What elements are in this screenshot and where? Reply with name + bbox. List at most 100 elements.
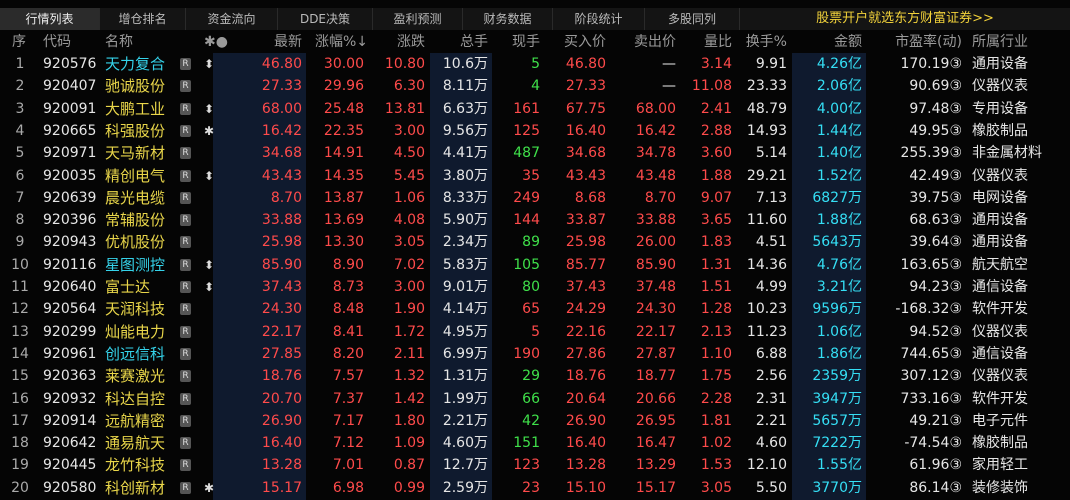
column-header[interactable]: 买入价 <box>564 34 606 50</box>
status-icon: ⬍ <box>204 280 215 294</box>
cell: 优机股份 <box>105 233 166 252</box>
cell: 2359万 <box>812 368 862 385</box>
cell: 22.16 <box>565 323 606 340</box>
tab[interactable]: DDE决策 <box>278 8 373 30</box>
r-badge: R <box>180 392 191 405</box>
cell: 39.64③ <box>909 234 962 251</box>
column-header[interactable]: 现手 <box>512 34 540 50</box>
cell: 14.93 <box>746 122 787 139</box>
cell: 1.99万 <box>442 390 488 407</box>
cell: 5643万 <box>812 234 862 251</box>
cell: 920943 <box>43 234 97 251</box>
column-header[interactable]: 量比 <box>704 34 732 50</box>
column-header[interactable]: 所属行业 <box>972 34 1028 50</box>
cell: 16.42 <box>261 122 302 139</box>
cell: 9.07 <box>700 189 732 206</box>
column-header[interactable]: 名称 <box>105 34 133 50</box>
status-icon: ✱ <box>204 123 215 138</box>
cell: 14.35 <box>323 167 364 184</box>
cell: 大鹏工业 <box>105 99 166 118</box>
cell: 3.80万 <box>442 167 488 184</box>
cell: 4.41万 <box>442 145 488 162</box>
cell: 68.00 <box>635 100 676 117</box>
cell: 10.80 <box>384 56 425 72</box>
cell: 920116 <box>43 256 97 273</box>
cell: 家用轻工 <box>972 457 1028 474</box>
cell: 16.40 <box>565 122 606 139</box>
cell: 27.33 <box>565 78 606 95</box>
column-header[interactable]: 总手 <box>460 34 488 50</box>
column-header[interactable]: 序 <box>12 34 26 50</box>
cell: 22.17 <box>635 323 676 340</box>
cell: 920445 <box>43 457 97 474</box>
tab[interactable]: 财务数据 <box>463 8 553 30</box>
cell: 科达自控 <box>105 389 166 408</box>
column-header[interactable]: 最新 <box>274 34 302 50</box>
cell: 26.00 <box>635 234 676 251</box>
cell: 7.12 <box>332 435 364 452</box>
cell: 4.95万 <box>442 323 488 340</box>
column-header[interactable]: 换手% <box>745 34 787 50</box>
r-badge: R <box>180 281 191 293</box>
column-header[interactable]: 涨幅%↓ <box>314 34 368 50</box>
cell: 43.43 <box>565 167 606 184</box>
column-header[interactable]: 卖出价 <box>634 34 676 50</box>
cell: 43.43 <box>261 167 302 184</box>
tab[interactable]: 资金流向 <box>186 8 278 30</box>
cell: 3.05 <box>393 234 425 251</box>
cell: 6.99万 <box>442 345 488 362</box>
cell: 920396 <box>43 212 97 229</box>
cell: 2.11 <box>393 345 425 362</box>
cell: 85.77 <box>565 256 606 273</box>
cell: 2.59万 <box>442 479 488 496</box>
tab[interactable]: 增仓排名 <box>100 8 186 30</box>
cell: 13.69 <box>323 212 364 229</box>
cell: 6.63万 <box>442 100 488 117</box>
tab[interactable]: 行情列表 <box>0 8 100 30</box>
cell: 14.36 <box>746 256 787 273</box>
column-header[interactable]: ✱● <box>204 34 228 50</box>
cell: 11 <box>11 279 29 295</box>
cell: 装修装饰 <box>972 479 1028 496</box>
cell: 15.10 <box>565 479 606 496</box>
cell: 橡胶制品 <box>972 122 1028 139</box>
column-header[interactable]: 金额 <box>834 34 862 50</box>
cell: 龙竹科技 <box>105 456 166 475</box>
status-icon: ⬍ <box>204 168 215 183</box>
cell: 13.28 <box>565 457 606 474</box>
cell: 1.32 <box>393 368 425 385</box>
cell: 2.31 <box>755 390 787 407</box>
cell: 仪器仪表 <box>972 368 1028 385</box>
cell: 920961 <box>43 345 97 362</box>
column-header[interactable]: 涨跌 <box>397 34 425 50</box>
cell: 4.60万 <box>442 435 488 452</box>
cell: 1.75 <box>700 368 732 385</box>
tab[interactable]: 多股同列 <box>645 8 740 30</box>
cell: 2.13 <box>700 323 732 340</box>
cell: 49.95③ <box>909 122 962 139</box>
column-header[interactable]: 代码 <box>43 34 71 50</box>
tab[interactable]: 阶段统计 <box>553 8 645 30</box>
cell: 1.40亿 <box>816 145 862 162</box>
column-header[interactable]: 市盈率(动) <box>895 34 962 50</box>
r-badge: R <box>180 347 191 360</box>
cell: 4.08 <box>393 212 425 229</box>
cell: 创远信科 <box>105 344 166 363</box>
cell: 1.53 <box>700 457 732 474</box>
cell: 4.50 <box>393 145 425 162</box>
cell: 920564 <box>43 301 97 318</box>
cell: 8.70 <box>270 189 302 206</box>
cell: 30.00 <box>323 56 364 72</box>
r-badge: R <box>180 214 191 227</box>
cell: 1.09 <box>393 435 425 452</box>
cell: 920932 <box>43 390 97 407</box>
cell: 49.21③ <box>909 412 962 429</box>
cell: 3.00 <box>393 122 425 139</box>
tab[interactable]: 盈利预测 <box>373 8 463 30</box>
cell: 151 <box>513 435 540 452</box>
cell: 25.48 <box>323 100 364 117</box>
cell: 37.48 <box>635 279 676 295</box>
cell: 晨光电缆 <box>105 188 166 207</box>
status-icon: ✱ <box>204 480 215 495</box>
ad-link[interactable]: 股票开户就选东方财富证券>> <box>740 8 1070 30</box>
